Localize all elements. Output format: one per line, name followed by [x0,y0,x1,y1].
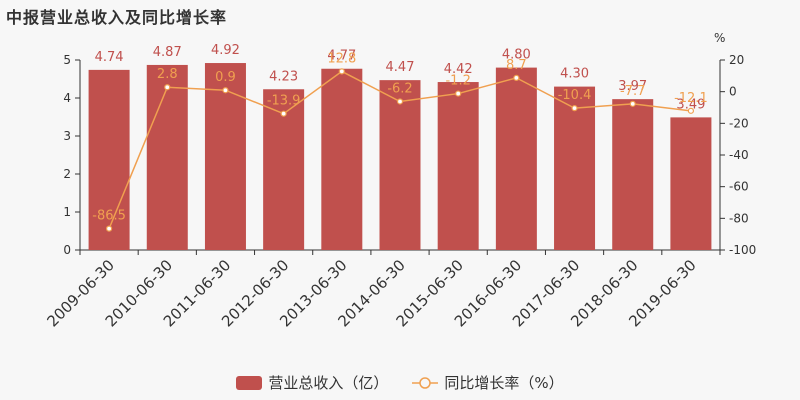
growth-point [571,105,578,112]
bar-value-label: 3.49 [676,97,705,112]
bar [495,67,537,250]
legend-bar-swatch [236,375,263,390]
bar [612,99,654,250]
bar [554,86,596,250]
legend-item-revenue[interactable]: 营业总收入（亿） [236,372,388,393]
growth-value-label: -6.2 [387,81,412,96]
right-tick-label: -20 [729,116,749,130]
growth-value-label: 12.8 [327,51,356,66]
bar [670,117,712,250]
growth-value-label: -7.7 [620,84,645,99]
growth-value-label: -13.9 [267,94,301,109]
growth-point [280,110,287,117]
legend-line-swatch [412,376,439,389]
bar-value-label: 4.92 [211,43,240,58]
bar-value-label: 4.74 [95,50,124,65]
right-tick-label: -40 [729,148,749,162]
growth-value-label: -12.1 [674,91,708,106]
right-tick-label: -100 [729,243,756,257]
legend-label-revenue: 营业总收入（亿） [268,374,389,392]
growth-point [629,100,636,107]
growth-point [513,74,520,81]
legend: 营业总收入（亿） 同比增长率（%） [0,372,800,393]
growth-value-label: 8.7 [506,58,527,73]
bar [379,80,421,250]
growth-point [455,90,462,97]
left-tick-label: 2 [63,167,71,181]
bar-value-label: 4.47 [386,60,415,75]
growth-value-label: 0.9 [215,70,236,85]
bar-value-label: 4.30 [560,67,589,82]
left-tick-label: 3 [63,129,71,143]
bar [437,82,479,250]
legend-item-growth[interactable]: 同比增长率（%） [412,372,564,393]
right-tick-label: -80 [729,211,749,225]
bar-value-label: 4.87 [153,45,182,60]
growth-value-label: -10.4 [558,88,592,103]
growth-point [338,68,345,75]
bar-value-label: 4.80 [502,48,531,63]
growth-point [105,225,113,232]
left-tick-label: 5 [63,53,71,67]
growth-point [222,87,229,94]
bar-value-label: 4.42 [444,62,473,77]
right-axis-unit: % [714,31,725,45]
left-tick-label: 1 [63,205,71,219]
growth-value-label: 2.8 [157,67,178,82]
bar [88,69,130,250]
bar-value-label: 4.77 [327,49,356,64]
bar-value-label: 4.23 [269,69,298,84]
bar [204,63,246,250]
bar [146,64,188,250]
chart-title: 中报营业总收入及同比增长率 [6,8,228,27]
bar-value-label: 3.97 [618,79,647,94]
bar [321,68,363,251]
growth-point [687,107,695,114]
growth-point [396,98,404,105]
growth-point [164,84,171,91]
legend-label-growth: 同比增长率（%） [444,374,564,392]
growth-value-label: -1.2 [445,74,470,89]
growth-value-label: -86.5 [92,209,126,224]
left-tick-label: 0 [63,243,71,257]
right-tick-label: -60 [729,180,749,194]
right-tick-label: 20 [729,53,744,67]
right-tick-label: 0 [729,85,737,99]
left-tick-label: 4 [63,91,71,105]
